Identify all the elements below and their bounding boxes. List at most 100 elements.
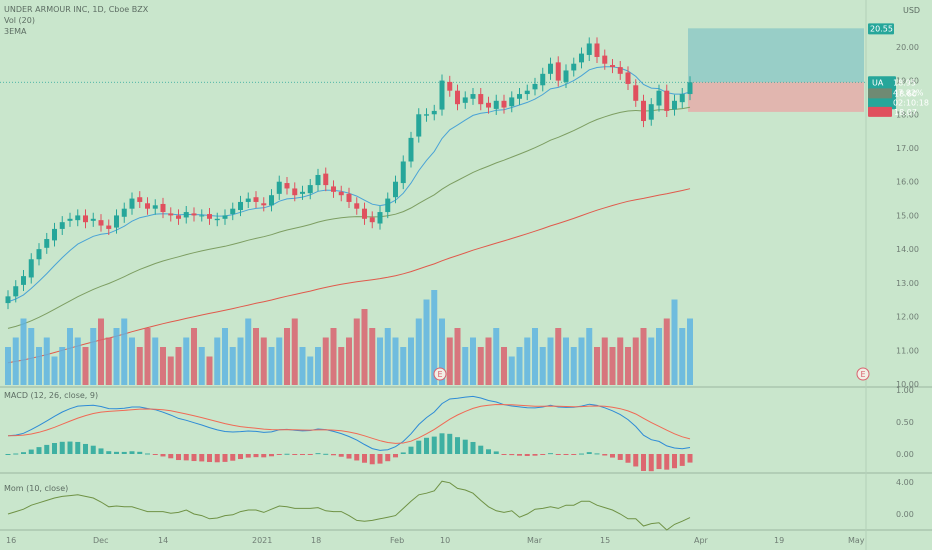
macd-histogram-bar	[509, 454, 515, 456]
macd-histogram-bar	[416, 440, 422, 454]
macd-histogram-bar	[214, 454, 220, 463]
price-tick-label: 14.00	[896, 245, 919, 254]
macd-histogram-bar	[106, 451, 112, 454]
macd-histogram-bar	[121, 451, 127, 454]
macd-histogram-bar	[385, 454, 391, 462]
candle-body	[183, 212, 189, 218]
volume-bar	[586, 328, 593, 385]
volume-bar	[555, 328, 562, 385]
candle-body	[408, 137, 414, 162]
volume-bar	[477, 347, 484, 385]
volume-bar	[532, 328, 538, 385]
candle-body	[664, 90, 670, 111]
candle-body	[548, 63, 553, 74]
volume-bar	[578, 337, 585, 385]
macd-pane	[5, 395, 693, 472]
macd-histogram-bar	[424, 437, 429, 454]
volume-bar	[67, 328, 73, 385]
candle-body	[431, 110, 437, 115]
macd-histogram-bar	[602, 454, 608, 456]
volume-bar	[594, 347, 600, 385]
legend-volume[interactable]: Vol (20)	[4, 16, 35, 25]
candle-body	[261, 203, 267, 206]
change-percent-text: 47.82%	[893, 88, 924, 97]
candle-body	[579, 53, 584, 63]
target-price-tag	[868, 23, 894, 35]
volume-bar	[144, 328, 151, 385]
volume-bar	[377, 337, 383, 385]
volume-bar	[20, 318, 27, 385]
volume-bar	[501, 347, 507, 385]
macd-histogram-bar	[679, 454, 685, 466]
macd-histogram-bar	[5, 454, 11, 455]
candle-body	[362, 208, 367, 219]
volume-bar	[446, 337, 453, 385]
candle-body	[315, 174, 321, 186]
candle-body	[222, 215, 228, 219]
volume-bar	[284, 328, 290, 385]
candle-body	[540, 73, 546, 86]
candle-body	[98, 220, 104, 226]
candle-body	[137, 197, 143, 202]
macd-histogram-bar	[362, 454, 367, 463]
macd-histogram-bar	[245, 454, 251, 458]
earnings-marker-label: E	[860, 370, 865, 379]
volume-bar	[640, 328, 647, 385]
macd-legend[interactable]: MACD (12, 26, close, 9)	[4, 390, 98, 401]
candle-body	[269, 195, 274, 206]
volume-bar	[5, 347, 11, 385]
candle-body	[393, 181, 398, 198]
volume-bar	[470, 337, 476, 385]
candle-body	[439, 80, 445, 110]
candle-body	[400, 161, 406, 184]
volume-bar	[400, 347, 407, 385]
chart-legend: UNDER ARMOUR INC, 1D, Cboe BZX Vol (20) …	[4, 4, 148, 37]
candle-body	[83, 215, 88, 223]
candle-body	[617, 67, 623, 74]
candle-body	[44, 239, 50, 248]
legend-ema[interactable]: 3EMA	[4, 27, 27, 36]
macd-histogram-bar	[501, 454, 507, 455]
volume-bar	[617, 337, 624, 385]
candle-body	[447, 81, 453, 91]
volume-bar	[245, 318, 252, 385]
volume-bar	[679, 328, 686, 385]
macd-histogram-bar	[300, 454, 305, 455]
currency-text: USD	[903, 6, 921, 15]
candle-body	[284, 183, 290, 189]
macd-histogram-bar	[168, 454, 174, 459]
candle-body	[462, 97, 468, 103]
macd-histogram-bar	[261, 454, 267, 458]
volume-bar	[12, 337, 19, 385]
target-price-text: 20.55	[870, 24, 893, 33]
candle-body	[67, 218, 73, 221]
candle-body	[656, 90, 662, 106]
volume-bar	[671, 299, 678, 385]
macd-histogram-bar	[408, 446, 414, 454]
candle-body	[191, 213, 197, 216]
mom-legend[interactable]: Mom (10, close)	[4, 483, 68, 494]
macd-histogram-bar	[439, 433, 445, 454]
symbol-tag-text: UA	[872, 78, 884, 87]
legend-mom[interactable]: Mom (10, close)	[4, 484, 69, 493]
legend-symbol[interactable]: UNDER ARMOUR INC, 1D, Cboe BZX	[4, 5, 149, 14]
macd-histogram-bar	[145, 453, 150, 455]
volume-bar	[384, 328, 391, 385]
macd-histogram-bar	[625, 454, 631, 463]
candle-body	[300, 191, 305, 194]
macd-histogram-bar	[648, 454, 654, 472]
volume-bar	[369, 328, 376, 385]
candle-body	[106, 225, 112, 229]
time-tick-label: Feb	[390, 536, 404, 545]
legend-macd[interactable]: MACD (12, 26, close, 9)	[4, 391, 99, 400]
macd-histogram-bar	[315, 453, 321, 455]
price-axis: 20.00 19.00 18.00 17.00 16.00 15.00 14.00 13.00…	[896, 43, 919, 519]
volume-bar	[570, 347, 577, 385]
candle-body	[338, 191, 344, 196]
macd-histogram-bar	[563, 454, 569, 455]
volume-bar	[129, 337, 135, 385]
volume-bar	[656, 328, 662, 385]
macd-histogram-bar	[354, 454, 360, 461]
time-tick-label: Mar	[527, 536, 543, 545]
